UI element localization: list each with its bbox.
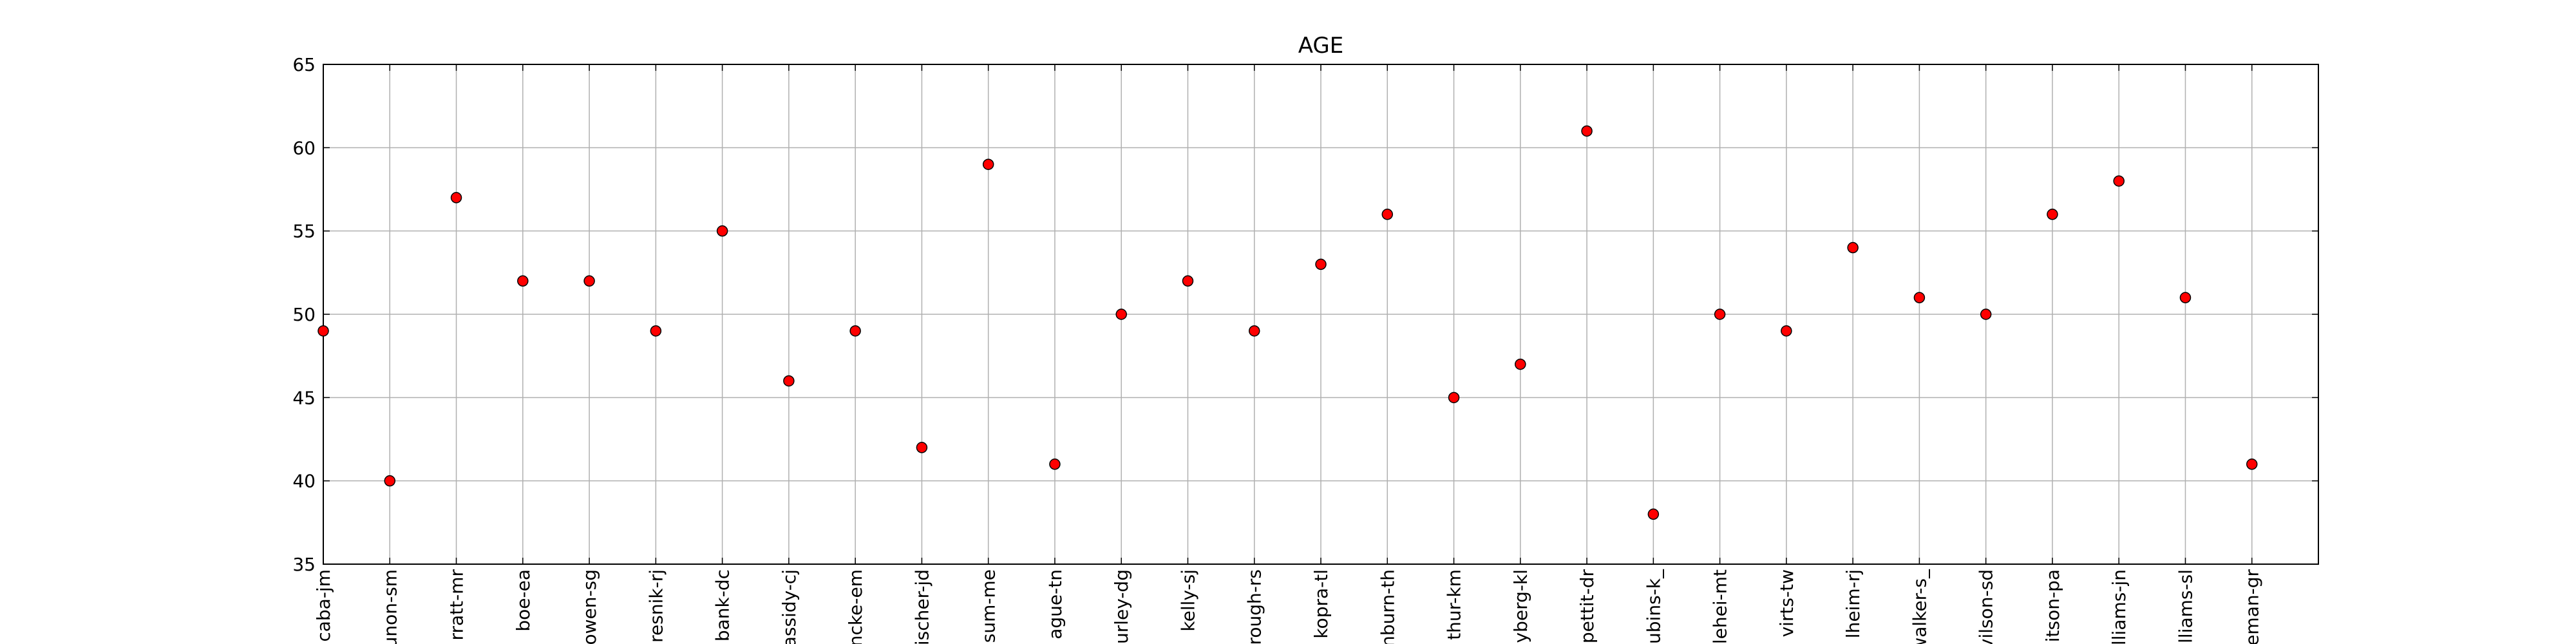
y-tick-label: 60	[292, 137, 316, 158]
data-point-assidy-cj	[783, 375, 795, 387]
data-point-lheim-rj	[1847, 242, 1859, 254]
data-point-walker-s_	[1913, 292, 1926, 303]
data-point-boe-ea	[517, 275, 529, 287]
data-point-owen-sg	[583, 275, 595, 287]
x-tick-label: ubins-k_	[1643, 569, 1664, 644]
plot-frame	[323, 64, 2319, 565]
x-tick-label: itson-pa	[2042, 569, 2063, 642]
x-tick-label: caba-jm	[313, 569, 334, 642]
x-tick-label: eman-gr	[2242, 569, 2263, 644]
x-tick-label: walker-s_	[1909, 569, 1930, 644]
x-tick-label: lliams-jn	[2108, 569, 2130, 644]
data-point-rratt-mr	[450, 192, 462, 204]
x-tick-label: yberg-kl	[1510, 569, 1531, 643]
data-point-unon-sm	[384, 475, 396, 487]
data-point-kelly-sj	[1182, 275, 1194, 287]
x-tick-label: pettit-dr	[1577, 569, 1598, 644]
data-point-lehei-mt	[1714, 308, 1726, 320]
x-tick-label: owen-sg	[579, 569, 600, 644]
data-point-caba-jm	[317, 325, 329, 337]
data-point-sum-me	[982, 158, 994, 170]
data-point-rough-rs	[1248, 325, 1260, 337]
x-tick-label: urley-dg	[1111, 569, 1132, 644]
y-tick-label: 55	[292, 221, 316, 242]
data-point-ncke-em	[849, 325, 861, 337]
data-point-yberg-kl	[1515, 358, 1526, 370]
y-tick-label: 40	[292, 471, 316, 492]
x-tick-label: nburn-th	[1377, 569, 1398, 644]
x-tick-label: vilson-sd	[1976, 569, 1997, 644]
x-tick-label: lheim-rj	[1842, 569, 1864, 638]
grid-lines	[323, 64, 2318, 565]
x-tick-label: sum-me	[978, 569, 999, 643]
tick-labels: 35 40 45 50 55 60 65 caba-jm unon-sm rratt-mr boe-…	[292, 54, 2262, 644]
x-tick-label: bank-dc	[712, 569, 734, 641]
x-tick-label: kelly-sj	[1177, 569, 1198, 632]
data-point-itson-pa	[2047, 209, 2058, 220]
y-tick-label: 35	[292, 554, 316, 575]
x-tick-label: boe-ea	[513, 569, 534, 632]
x-tick-label: ncke-em	[845, 569, 866, 644]
data-point-pettit-dr	[1581, 125, 1593, 137]
data-point-urley-dg	[1115, 308, 1127, 320]
axes	[323, 64, 2319, 565]
y-tick-label: 45	[292, 387, 316, 408]
y-tick-label: 65	[292, 54, 316, 75]
data-point-thur-km	[1448, 392, 1460, 404]
x-tick-label: lehei-mt	[1710, 569, 1731, 644]
data-point-ischer-jd	[916, 442, 928, 453]
data-point-lliams-jn	[2113, 175, 2125, 187]
data-point-eman-gr	[2246, 459, 2258, 470]
x-tick-label: ague-tn	[1045, 569, 1066, 639]
x-tick-label: unon-sm	[379, 569, 401, 644]
x-tick-label: rratt-mr	[446, 569, 468, 641]
data-points	[317, 125, 2258, 520]
data-point-bank-dc	[716, 225, 728, 237]
x-tick-label: lliams-sl	[2175, 569, 2196, 643]
data-point-virts-tw	[1781, 325, 1792, 337]
data-point-lliams-sl	[2179, 292, 2192, 303]
x-tick-label: kopra-tl	[1311, 569, 1332, 639]
y-tick-label: 50	[292, 304, 316, 325]
chart-title: AGE	[1298, 33, 1344, 59]
data-point-ague-tn	[1049, 459, 1061, 470]
x-tick-label: resnik-rj	[645, 569, 667, 643]
data-point-kopra-tl	[1315, 258, 1327, 270]
x-tick-label: virts-tw	[1776, 569, 1797, 637]
x-tick-label: ischer-jd	[911, 569, 933, 644]
data-point-vilson-sd	[1980, 308, 1992, 320]
data-point-nburn-th	[1381, 209, 1394, 220]
x-tick-label: assidy-cj	[779, 569, 800, 644]
x-tick-label: thur-km	[1444, 569, 1465, 640]
data-point-ubins-k_	[1647, 508, 1660, 520]
x-tick-label: rough-rs	[1244, 569, 1265, 644]
data-point-resnik-rj	[650, 325, 662, 337]
